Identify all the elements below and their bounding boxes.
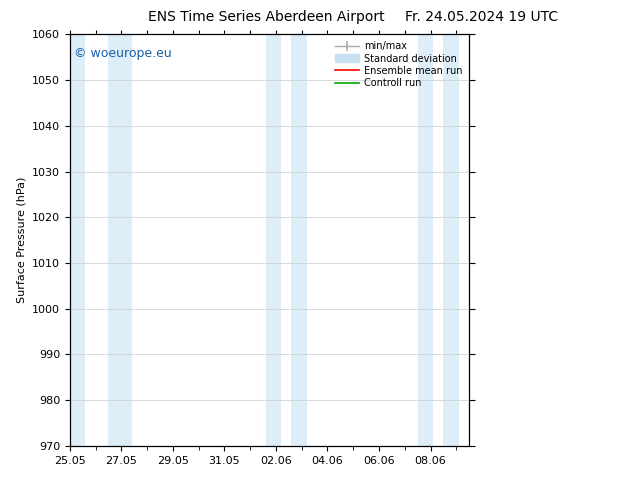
Bar	[108, 34, 132, 446]
Text: © woeurope.eu: © woeurope.eu	[74, 47, 171, 60]
Bar	[292, 34, 307, 446]
Bar	[70, 34, 85, 446]
Bar	[266, 34, 281, 446]
Bar	[443, 34, 459, 446]
Text: Fr. 24.05.2024 19 UTC: Fr. 24.05.2024 19 UTC	[405, 10, 559, 24]
Text: ENS Time Series Aberdeen Airport: ENS Time Series Aberdeen Airport	[148, 10, 385, 24]
Y-axis label: Surface Pressure (hPa): Surface Pressure (hPa)	[16, 177, 27, 303]
Legend: min/max, Standard deviation, Ensemble mean run, Controll run: min/max, Standard deviation, Ensemble me…	[333, 39, 464, 90]
Bar	[418, 34, 433, 446]
